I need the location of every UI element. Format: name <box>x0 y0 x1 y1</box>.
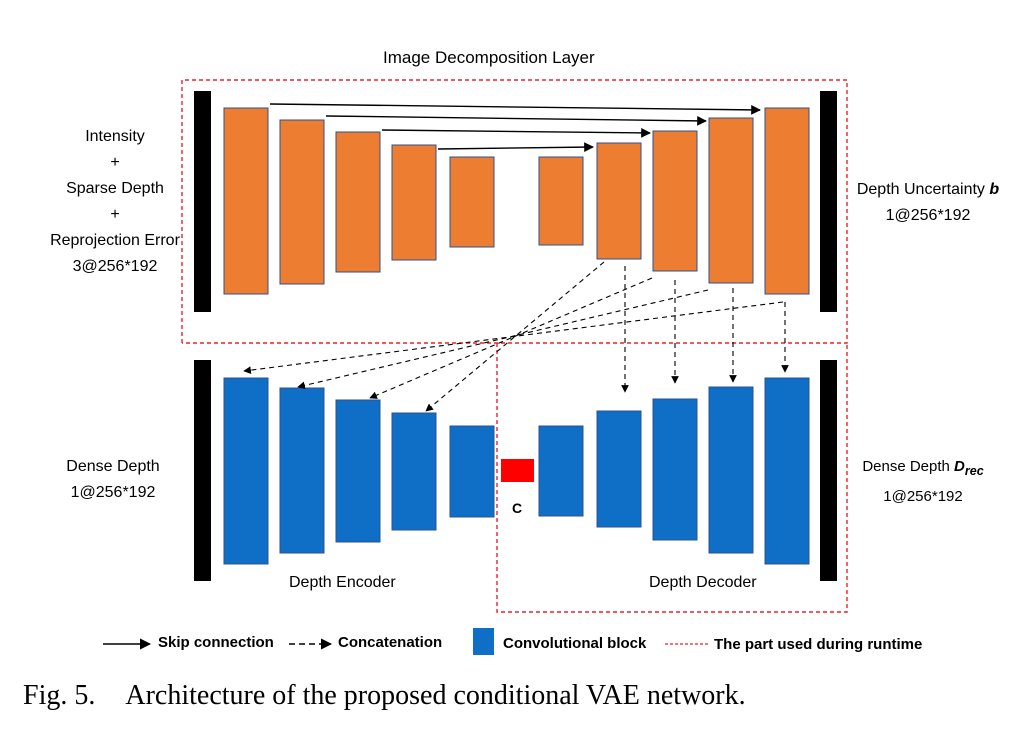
dense-depth-rec-text: Dense Depth <box>862 458 955 475</box>
depth-uncertainty-label: Depth Uncertainty b 1@256*192 <box>848 177 1008 229</box>
decomposition-block <box>279 119 325 285</box>
depth-encoder-label: Depth Encoder <box>289 574 396 591</box>
input-label-line: Reprojection Error <box>50 232 180 249</box>
encoder-block <box>279 387 325 554</box>
skip-arrow <box>437 142 594 153</box>
input-bar-bottom <box>194 360 211 581</box>
concat-arrow <box>243 301 784 374</box>
decoder-block <box>764 377 810 565</box>
concat-arrow <box>297 289 709 390</box>
decomposition-blocks <box>223 107 810 295</box>
concatenations <box>243 261 789 412</box>
output-bar-bottom <box>820 360 837 581</box>
decomposition-block <box>391 144 437 261</box>
depth-blocks <box>223 377 810 565</box>
skip-connection-legend-label: Skip connection <box>158 634 274 651</box>
depth-decoder-label: Depth Decoder <box>649 574 757 591</box>
concat-arrow <box>425 261 605 412</box>
runtime-legend-label: The part used during runtime <box>714 636 923 653</box>
decoder-block <box>596 410 642 528</box>
decomposition-block <box>652 130 698 272</box>
decomposition-block <box>449 156 495 248</box>
concat-arrow <box>369 277 653 399</box>
latent-code-label: C <box>512 500 523 516</box>
skip-connections <box>269 103 761 153</box>
skip-arrow <box>269 103 761 115</box>
figure-caption: Fig. 5. Architecture of the proposed cond… <box>23 680 746 712</box>
decomposition-block <box>223 107 269 295</box>
decomposition-block <box>708 117 754 284</box>
side-bars <box>194 91 837 581</box>
encoder-block <box>449 425 495 518</box>
runtime-regions <box>181 79 848 613</box>
dense-depth-rec-size: 1@256*192 <box>883 488 963 505</box>
concatenation-legend-label: Concatenation <box>338 634 443 651</box>
dense-depth-rec-subscript: rec <box>964 464 984 478</box>
dense-depth-rec-label: Dense Depth Drec 1@256*192 <box>848 454 998 510</box>
figure-caption-text: Architecture of the proposed conditional… <box>125 680 746 711</box>
dense-depth-text: Dense Depth <box>66 458 160 475</box>
depth-uncertainty-size: 1@256*192 <box>885 207 971 224</box>
skip-arrow <box>381 128 651 138</box>
depth-uncertainty-symbol: b <box>989 181 1000 198</box>
decoder-block <box>652 398 698 541</box>
dense-depth-input-label: Dense Depth 1@256*192 <box>48 454 178 506</box>
decomposition-runtime-region <box>181 79 848 344</box>
input-label-line: + <box>110 154 120 171</box>
decomposition-block <box>538 156 584 246</box>
output-bar-top <box>820 91 837 312</box>
conv-legend-swatch <box>473 628 494 655</box>
input-label-line: + <box>110 206 120 223</box>
decoder-runtime-region <box>496 343 848 613</box>
decomposition-block <box>596 142 642 260</box>
input-label-line: Intensity <box>85 128 145 145</box>
encoder-block <box>335 399 381 543</box>
input-bar-top <box>194 91 211 312</box>
depth-uncertainty-text: Depth Uncertainty <box>856 181 990 198</box>
encoder-block <box>223 377 269 565</box>
skip-arrow <box>325 115 707 126</box>
dense-depth-rec-symbol: D <box>954 458 965 475</box>
conv-block-legend-label: Convolutional block <box>503 635 647 652</box>
decomposition-block <box>764 107 810 295</box>
encoder-block <box>391 412 437 531</box>
input-labels: Intensity + Sparse Depth + Reprojection … <box>35 124 195 280</box>
input-label-line: 3@256*192 <box>72 258 158 275</box>
decoder-block <box>538 425 584 517</box>
legend-glyphs <box>103 628 710 655</box>
input-label-line: Sparse Depth <box>66 180 164 197</box>
decoder-block <box>708 386 754 554</box>
decomposition-block <box>335 131 381 273</box>
dense-depth-size: 1@256*192 <box>70 484 156 501</box>
decomposition-layer-title: Image Decomposition Layer <box>383 48 595 67</box>
latent-code-block <box>501 459 534 482</box>
figure-number: Fig. 5. <box>23 680 96 711</box>
